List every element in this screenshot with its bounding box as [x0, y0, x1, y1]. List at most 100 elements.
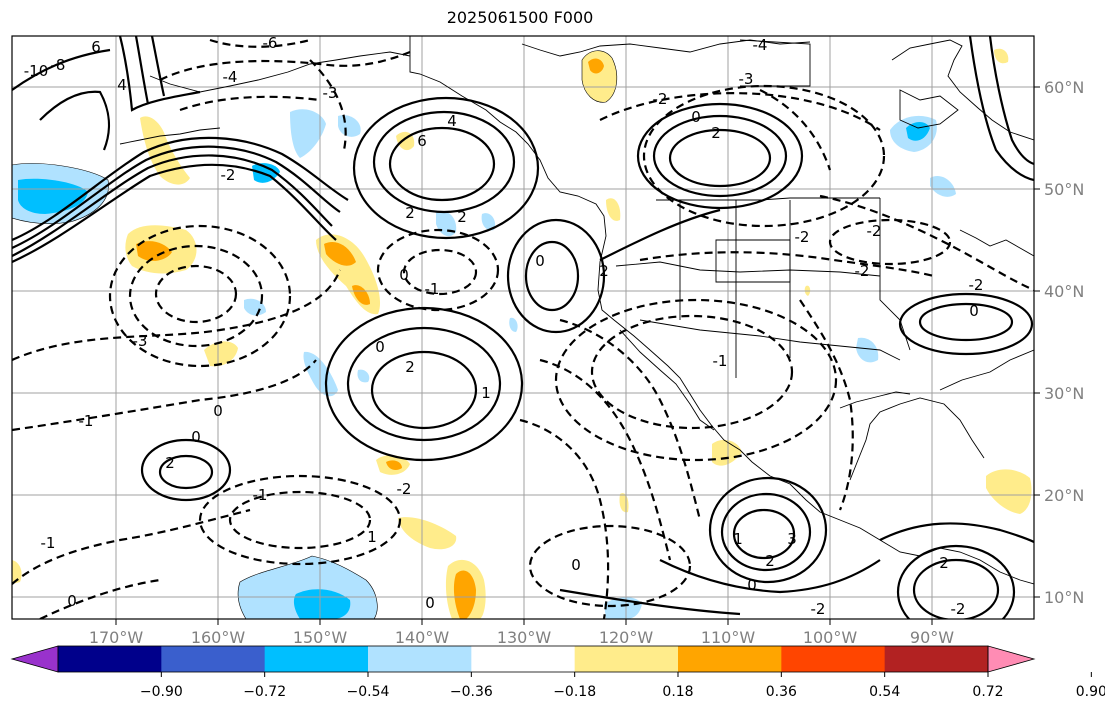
lon-tick-label: 160°W: [191, 628, 246, 647]
negative-anomaly-patch: [481, 213, 496, 231]
contour-ring: [912, 558, 1000, 619]
contour-line: [309, 59, 347, 151]
contour-label: -3: [323, 84, 338, 102]
contour-line: [639, 251, 935, 278]
contour-label: -2: [653, 90, 668, 108]
lon-tick-label: 170°W: [89, 628, 144, 647]
map-title: 2025061500 F000: [446, 8, 594, 27]
contour-label: 2: [939, 554, 949, 572]
contour-ring: [554, 298, 838, 462]
contour-ring: [370, 350, 478, 430]
colorbar-segment: [574, 646, 679, 672]
positive-anomaly-patch: [619, 493, 629, 513]
contour-ring: [642, 84, 886, 228]
colorbar-segment: [368, 646, 472, 672]
contour-line: [134, 36, 150, 105]
lon-tick-label: 110°W: [701, 628, 756, 647]
lat-tick-label: 10°N: [1044, 588, 1084, 607]
contour-ring: [708, 476, 828, 584]
contour-ring: [918, 302, 1014, 342]
contour-line: [12, 154, 333, 257]
contour-line: [12, 48, 111, 91]
contour-line: [39, 90, 110, 151]
contour-ring: [388, 126, 496, 202]
colorbar-tick-label: 0.72: [972, 684, 1003, 700]
contour-line: [988, 36, 1034, 166]
contour-label: 2: [457, 208, 467, 226]
contour-line: [12, 269, 342, 362]
colorbar-tick-label: −0.18: [553, 684, 596, 700]
contour-label: -2: [811, 600, 826, 618]
positive-anomaly-patch: [386, 460, 402, 470]
colorbar-tick-label: 0.18: [662, 684, 693, 700]
contour-label: 6: [91, 38, 101, 56]
contour-ring: [324, 306, 524, 462]
contour-label: -2: [951, 600, 966, 618]
contour-line: [559, 318, 702, 521]
lon-tick-label: 150°W: [293, 628, 348, 647]
contour-label: 3: [787, 530, 797, 548]
contour-label: -4: [223, 68, 238, 86]
contour-label: 0: [191, 428, 201, 446]
contour-line: [118, 36, 201, 112]
lon-tick-label: 120°W: [599, 628, 654, 647]
negative-anomaly-patch: [357, 369, 370, 383]
contour-ring: [828, 218, 952, 266]
contour-ring: [402, 248, 478, 296]
contour-line: [539, 358, 672, 561]
contour-label: -1: [425, 280, 440, 298]
contour-line: [12, 508, 251, 585]
contour-ring: [524, 240, 580, 312]
contour-label: 0: [425, 594, 435, 612]
positive-anomaly-patch: [994, 48, 1009, 64]
colorbar-extend-max: [987, 645, 1036, 673]
contour-label: 0: [691, 108, 701, 126]
contour-label: -1: [713, 352, 728, 370]
contour-label: -3: [739, 70, 754, 88]
contour-line: [12, 163, 337, 263]
contour-label: 2: [405, 204, 415, 222]
positive-anomaly-patch: [12, 560, 22, 584]
contour-label: 2: [711, 124, 721, 142]
contour-label: -2: [795, 228, 810, 246]
colorbar: −0.90 −0.72 −0.54 −0.36 −0.18 0.18 0.36 0.54 0.7…: [10, 645, 1105, 700]
contour-label: 1: [367, 528, 377, 546]
colorbar-tick-label: −0.72: [243, 684, 286, 700]
contour-line: [12, 145, 341, 249]
contour-label: -8: [51, 56, 66, 74]
lat-tick-label: 40°N: [1044, 282, 1084, 301]
lon-tick-label: 130°W: [497, 628, 552, 647]
contour-label: -2: [397, 480, 412, 498]
contour-label: 0: [747, 576, 757, 594]
contour-label: 1: [733, 530, 743, 548]
contour-ring: [506, 218, 606, 334]
negative-anomaly-patch: [290, 109, 326, 158]
contour-ring: [590, 314, 794, 430]
positive-anomaly-patch: [453, 570, 476, 619]
contour-ring: [158, 454, 214, 490]
contour-line: [968, 36, 1034, 182]
contour-ring: [376, 228, 500, 312]
contour-label: 0: [969, 302, 979, 320]
contour-line: [179, 95, 321, 112]
lon-tick-label: 140°W: [395, 628, 450, 647]
contour-line: [39, 578, 161, 619]
contour-label: 1: [481, 384, 491, 402]
contour-line: [599, 208, 721, 261]
contour-ring: [346, 326, 502, 442]
contour-line: [599, 92, 881, 131]
contour-line: [819, 194, 1034, 292]
contour-lines: [12, 36, 1034, 619]
contour-line: [209, 38, 311, 48]
contour-label: 0: [571, 556, 581, 574]
contour-label: -1: [41, 534, 56, 552]
contour-line: [150, 36, 166, 97]
contour-line: [799, 299, 854, 511]
contour-ring: [732, 508, 796, 560]
colorbar-tick-label: 0.36: [766, 684, 797, 700]
colorbar-tick-label: 0.90: [1076, 684, 1105, 700]
contour-ring: [198, 474, 402, 566]
contour-label: 0: [399, 266, 409, 284]
lat-tick-label: 50°N: [1044, 180, 1084, 199]
